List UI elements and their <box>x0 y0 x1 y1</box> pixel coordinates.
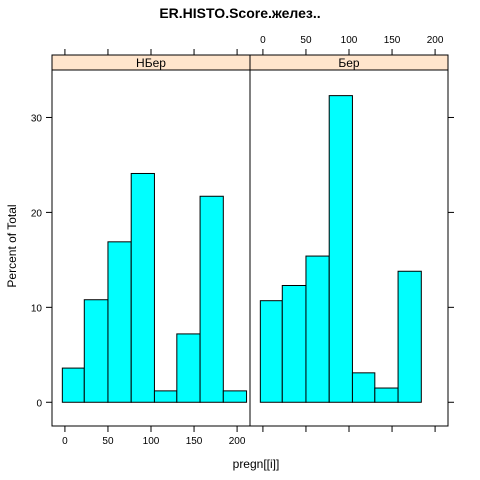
bar-1-8 <box>222 390 248 403</box>
bar-1-2 <box>83 299 109 403</box>
left-tick-label-0: 0 <box>36 398 42 409</box>
strip-label-2: Бер <box>338 56 360 70</box>
top-tick-label-0: 0 <box>260 35 266 46</box>
top-tick-label-1: 50 <box>300 35 312 46</box>
y-axis-label: Percent of Total <box>5 204 19 287</box>
bottom-axis: 0 50 100 150 200 <box>62 426 436 447</box>
bar-2-6 <box>374 387 399 403</box>
right-axis <box>448 116 454 403</box>
left-tick-label-1: 10 <box>31 303 43 314</box>
chart-title: ER.HISTO.Score.желез.. <box>159 5 320 21</box>
left-axis: 0 10 20 30 <box>31 113 52 409</box>
bar-2-3 <box>305 255 330 403</box>
panels-group: НБер Бер <box>51 54 449 427</box>
x-axis-label: pregn[[i]] <box>233 457 280 471</box>
panel-1: НБер <box>51 54 251 427</box>
bar-1-7 <box>199 195 224 403</box>
bar-2-1 <box>259 300 283 403</box>
bar-1-6 <box>176 333 201 403</box>
top-tick-label-4: 200 <box>427 35 444 46</box>
bottom-tick-label-4: 200 <box>229 436 246 447</box>
bottom-tick-label-0: 0 <box>62 436 68 447</box>
bar-1-3 <box>107 241 132 403</box>
strip-label-1: НБер <box>136 56 166 70</box>
bar-1-4 <box>130 172 155 403</box>
left-tick-label-2: 20 <box>31 208 43 219</box>
bottom-tick-label-1: 50 <box>102 436 114 447</box>
bar-2-4 <box>328 95 353 403</box>
bottom-tick-label-3: 150 <box>186 436 203 447</box>
top-axis: 0 50 100 150 200 <box>64 35 444 55</box>
bar-2-7 <box>397 270 422 403</box>
bottom-tick-label-2: 100 <box>143 436 160 447</box>
bar-1-5 <box>153 390 178 403</box>
left-tick-label-3: 30 <box>31 113 43 124</box>
top-tick-label-2: 100 <box>341 35 358 46</box>
panel-2: Бер <box>249 54 449 427</box>
bar-1-1 <box>61 367 85 403</box>
bar-2-2 <box>281 284 307 403</box>
bar-2-5 <box>351 372 376 403</box>
top-tick-label-3: 150 <box>384 35 401 46</box>
